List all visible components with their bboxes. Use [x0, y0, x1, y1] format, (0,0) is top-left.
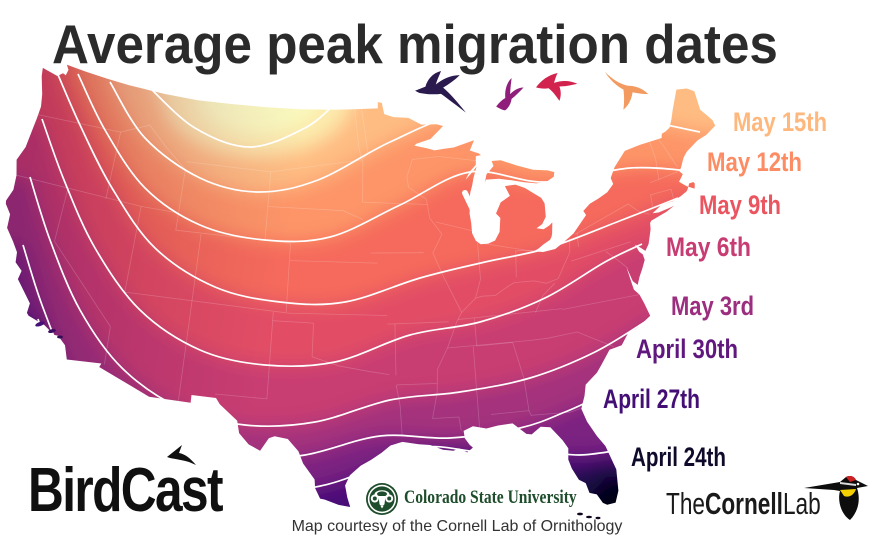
svg-text:April 24th: April 24th: [631, 442, 726, 472]
svg-text:May 6th: May 6th: [666, 232, 751, 262]
svg-text:April 27th: April 27th: [603, 384, 700, 414]
svg-text:May 15th: May 15th: [733, 107, 827, 137]
svg-text:May 9th: May 9th: [699, 190, 781, 220]
svg-text:May 3rd: May 3rd: [671, 291, 754, 321]
svg-text:May 12th: May 12th: [707, 147, 802, 177]
svg-text:April 30th: April 30th: [636, 334, 738, 364]
